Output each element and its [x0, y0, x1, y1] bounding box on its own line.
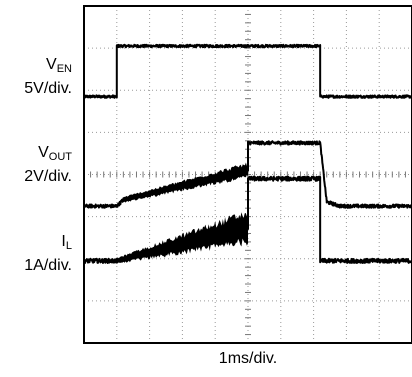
vout-name-main: V [38, 144, 49, 161]
plot-frame [83, 5, 412, 344]
ven-name-sub: EN [56, 63, 72, 75]
ven-scale: 5V/div. [24, 80, 72, 97]
vout-scale: 2V/div. [24, 168, 72, 185]
ripple-band-vout [123, 162, 248, 203]
traces [83, 43, 412, 264]
ven-name-main: V [46, 56, 57, 73]
il-scale: 1A/div. [24, 257, 72, 274]
vout-name-sub: OUT [48, 151, 72, 163]
channel-label-ven: VEN 5V/div. [24, 55, 72, 98]
channel-label-il: IL 1A/div. [24, 232, 72, 275]
x-axis-label: 1ms/div. [218, 350, 278, 367]
il-name-main: I [61, 233, 66, 250]
channel-label-vout: VOUT 2V/div. [24, 143, 72, 186]
trace-ven [83, 43, 412, 99]
il-name-sub: L [65, 240, 72, 252]
ripple-band-il [116, 209, 248, 264]
